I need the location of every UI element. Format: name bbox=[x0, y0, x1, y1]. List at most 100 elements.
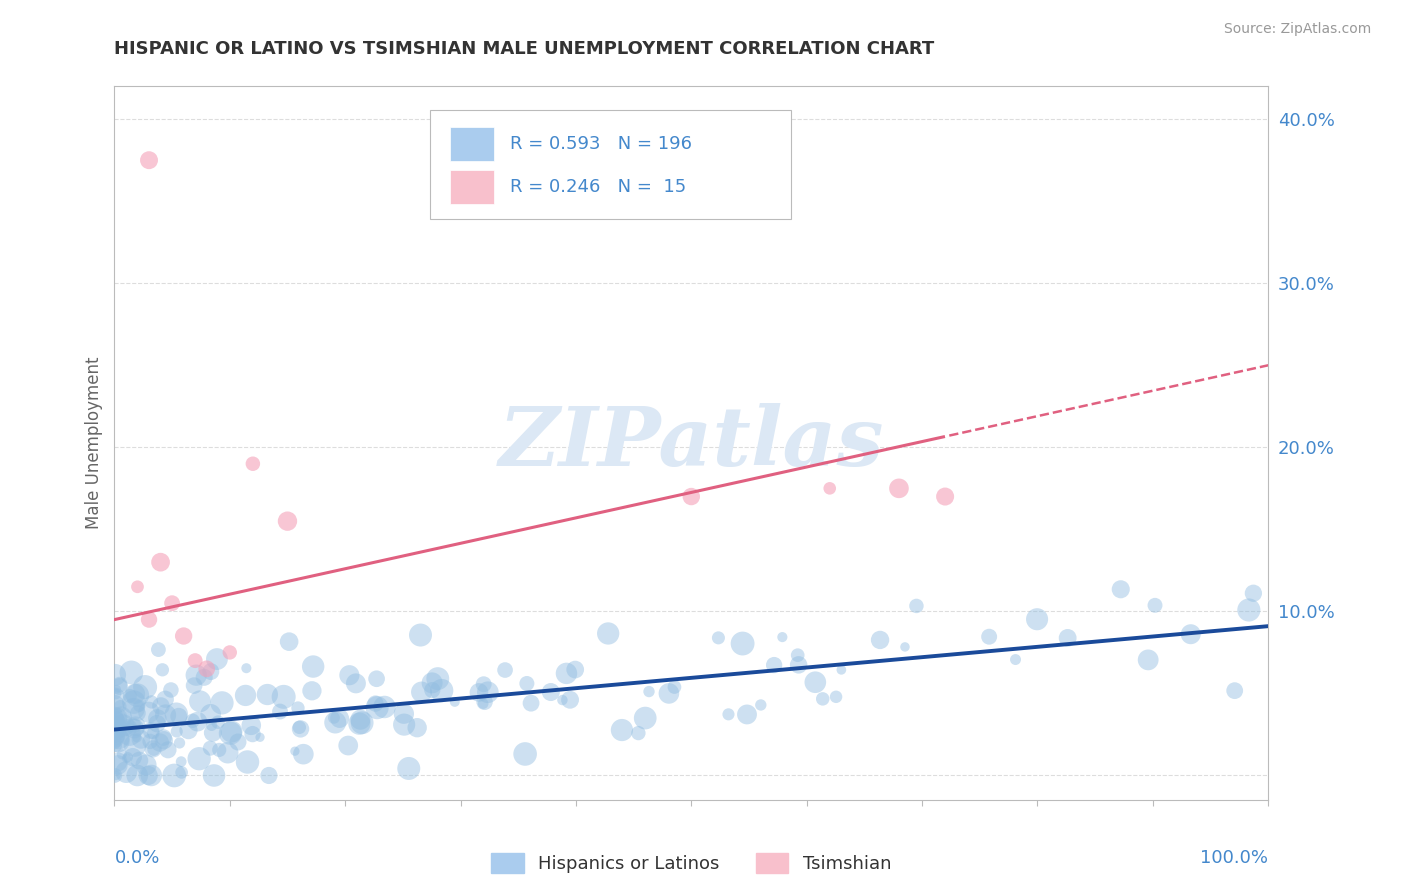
Point bbox=[770, 630, 793, 644]
Point bbox=[344, 676, 367, 690]
Point bbox=[136, 768, 159, 782]
Point bbox=[108, 678, 131, 692]
Point bbox=[138, 153, 160, 168]
Point bbox=[155, 708, 177, 723]
Point bbox=[627, 726, 650, 740]
Point bbox=[934, 490, 956, 504]
Point bbox=[122, 695, 145, 709]
Point bbox=[186, 714, 208, 729]
Point bbox=[103, 698, 125, 712]
Point bbox=[127, 688, 149, 702]
Point bbox=[169, 736, 191, 750]
Point bbox=[292, 747, 315, 761]
Point bbox=[1180, 627, 1202, 641]
Point bbox=[717, 707, 740, 722]
Point bbox=[1056, 631, 1078, 645]
Point bbox=[141, 695, 163, 709]
Point bbox=[104, 714, 127, 729]
Point bbox=[170, 755, 193, 769]
Point bbox=[122, 702, 145, 716]
Point bbox=[104, 768, 127, 782]
Point bbox=[818, 481, 841, 495]
Y-axis label: Male Unemployment: Male Unemployment bbox=[86, 357, 103, 530]
Point bbox=[105, 711, 128, 725]
Point bbox=[200, 741, 222, 756]
Point bbox=[142, 742, 165, 756]
Point bbox=[120, 665, 142, 680]
Point bbox=[149, 555, 172, 569]
Point bbox=[707, 631, 730, 645]
Point bbox=[472, 677, 495, 691]
Point bbox=[110, 710, 132, 724]
Point bbox=[200, 707, 222, 722]
Point bbox=[825, 690, 848, 704]
Point bbox=[141, 768, 163, 782]
Point bbox=[200, 665, 222, 679]
Point bbox=[188, 694, 211, 708]
Point bbox=[157, 743, 180, 757]
Point bbox=[329, 711, 352, 725]
Point bbox=[128, 698, 150, 713]
Point bbox=[564, 663, 586, 677]
Point bbox=[139, 734, 162, 748]
Point bbox=[681, 490, 703, 504]
Point bbox=[104, 739, 127, 753]
Point bbox=[869, 632, 891, 647]
Point bbox=[219, 726, 242, 740]
Point bbox=[1143, 599, 1166, 613]
Point bbox=[202, 768, 225, 782]
Point bbox=[117, 750, 139, 764]
Point bbox=[115, 765, 138, 780]
Point bbox=[830, 663, 852, 677]
Point bbox=[887, 481, 910, 495]
Point bbox=[103, 708, 125, 723]
Point bbox=[103, 736, 125, 750]
Point bbox=[155, 692, 177, 706]
Point bbox=[160, 596, 183, 610]
Point bbox=[474, 695, 496, 709]
Point bbox=[290, 722, 312, 736]
Point bbox=[409, 628, 432, 642]
Point bbox=[284, 744, 307, 758]
Point bbox=[256, 688, 278, 702]
Point bbox=[152, 663, 174, 677]
Point bbox=[122, 722, 145, 736]
Point bbox=[148, 642, 170, 657]
Point bbox=[188, 752, 211, 766]
Point bbox=[468, 685, 491, 699]
Point bbox=[142, 742, 165, 756]
Point bbox=[217, 746, 239, 760]
Point bbox=[540, 685, 562, 699]
Point bbox=[104, 768, 127, 782]
Point bbox=[166, 724, 188, 739]
Point bbox=[273, 690, 295, 704]
Point bbox=[236, 755, 259, 769]
Point bbox=[1241, 586, 1264, 600]
Point bbox=[124, 739, 146, 753]
Point bbox=[201, 718, 224, 732]
Point bbox=[105, 723, 128, 738]
Point bbox=[118, 728, 141, 742]
Point bbox=[104, 726, 127, 740]
Point bbox=[117, 721, 139, 735]
Point bbox=[104, 668, 127, 682]
Point bbox=[513, 747, 536, 761]
Point bbox=[183, 679, 205, 693]
Point bbox=[373, 700, 395, 714]
Point bbox=[979, 630, 1001, 644]
Point bbox=[1237, 603, 1260, 617]
Text: HISPANIC OR LATINO VS TSIMSHIAN MALE UNEMPLOYMENT CORRELATION CHART: HISPANIC OR LATINO VS TSIMSHIAN MALE UNE… bbox=[114, 40, 935, 58]
Point bbox=[1223, 683, 1246, 698]
Point bbox=[160, 683, 183, 698]
Point bbox=[104, 687, 127, 701]
Text: R = 0.593   N = 196: R = 0.593 N = 196 bbox=[510, 135, 692, 153]
Point bbox=[211, 696, 233, 710]
Point bbox=[103, 731, 125, 745]
Text: ZIPatlas: ZIPatlas bbox=[499, 403, 884, 483]
Point bbox=[610, 723, 633, 737]
Point bbox=[477, 685, 499, 699]
Point bbox=[124, 687, 146, 701]
Point bbox=[364, 697, 387, 711]
Point bbox=[366, 700, 388, 714]
Point bbox=[129, 732, 152, 747]
